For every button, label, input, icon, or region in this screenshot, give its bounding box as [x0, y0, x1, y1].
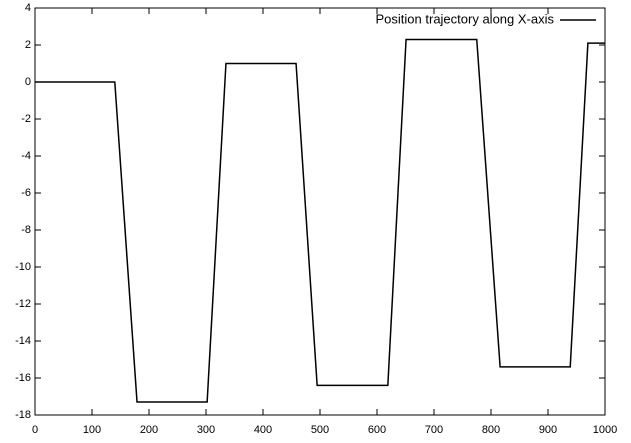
y-tick-label: 2 — [25, 39, 31, 51]
y-tick-label: -14 — [15, 335, 31, 347]
x-tick-label: 500 — [311, 424, 329, 436]
y-tick-label: -10 — [15, 261, 31, 273]
y-tick-label: -12 — [15, 298, 31, 310]
x-tick-label: 200 — [140, 424, 158, 436]
x-tick-label: 0 — [32, 424, 38, 436]
y-tick-label: -16 — [15, 372, 31, 384]
y-tick-label: -18 — [15, 409, 31, 421]
legend-label: Position trajectory along X-axis — [376, 11, 555, 26]
x-tick-label: 800 — [482, 424, 500, 436]
x-tick-label: 700 — [425, 424, 443, 436]
x-tick-label: 900 — [539, 424, 557, 436]
y-tick-label: 0 — [25, 76, 31, 88]
y-tick-label: 4 — [25, 2, 31, 14]
data-line — [35, 38, 605, 403]
y-tick-label: -4 — [21, 150, 31, 162]
x-tick-label: 1000 — [593, 424, 617, 436]
y-tick-label: -2 — [21, 113, 31, 125]
x-tick-label: 100 — [83, 424, 101, 436]
plot-border — [34, 7, 606, 416]
y-tick-label: -8 — [21, 224, 31, 236]
x-tick-label: 600 — [368, 424, 386, 436]
x-tick-label: 400 — [254, 424, 272, 436]
x-tick-label: 300 — [197, 424, 215, 436]
y-tick-label: -6 — [21, 187, 31, 199]
